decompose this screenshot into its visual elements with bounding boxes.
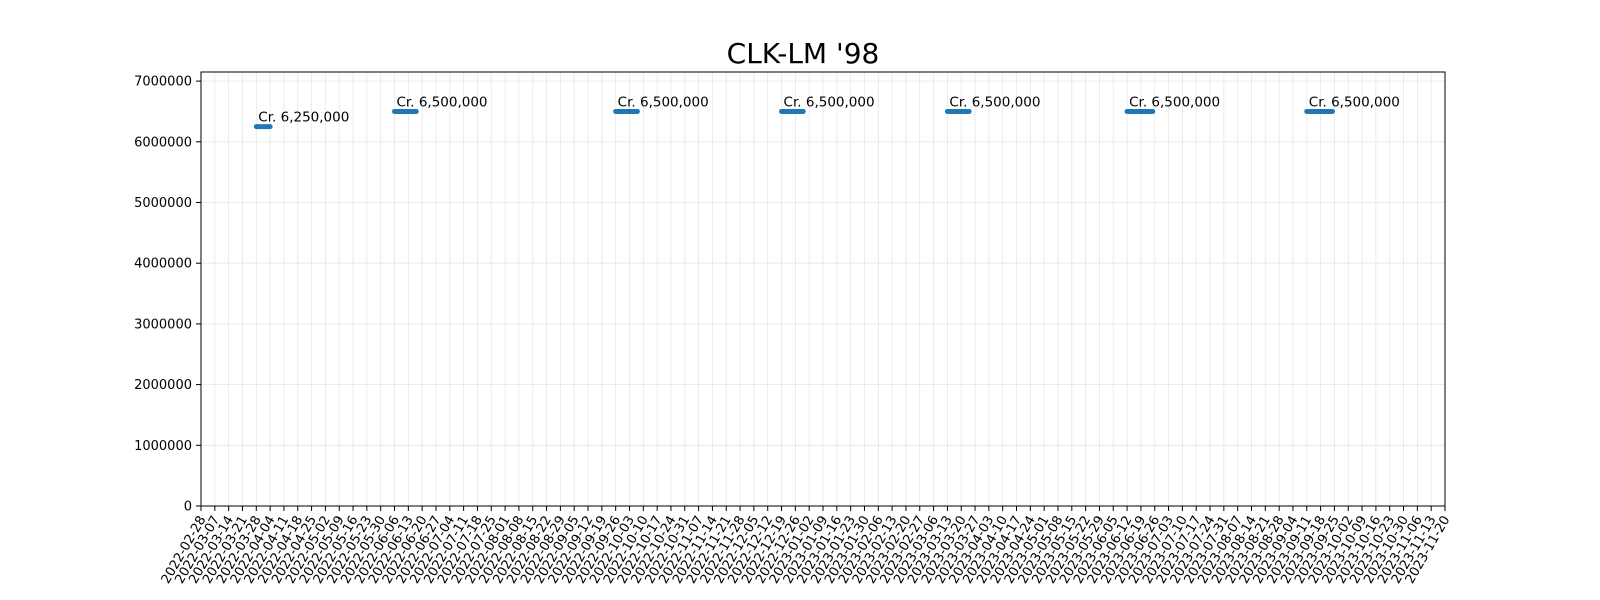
segment-label: Cr. 6,500,000	[784, 94, 875, 110]
grid-layer	[200, 72, 1446, 507]
segment-label: Cr. 6,250,000	[258, 110, 349, 126]
segment-label: Cr. 6,500,000	[949, 94, 1040, 110]
segment-label: Cr. 6,500,000	[1129, 94, 1220, 110]
series-layer	[253, 108, 1335, 130]
axes-layer: 0 1000000 2000000 3000000 4000000 5000000 6000…	[134, 71, 1453, 586]
annotation-layer: Cr. 6,250,000 Cr. 6,500,000 Cr. 6,500,000 C…	[258, 94, 1400, 125]
segment-label: Cr. 6,500,000	[1309, 94, 1400, 110]
chart-title: CLK-LM '98	[727, 37, 880, 70]
y-tick-label: 2000000	[134, 378, 192, 393]
y-tick-label: 6000000	[134, 135, 192, 150]
segment-label: Cr. 6,500,000	[618, 94, 709, 110]
segment-label: Cr. 6,500,000	[397, 94, 488, 110]
y-tick-label: 5000000	[134, 196, 192, 211]
y-tick-label: 4000000	[134, 257, 192, 272]
y-tick-label: 1000000	[134, 439, 192, 454]
y-tick-label: 0	[184, 500, 192, 515]
y-tick-label: 7000000	[134, 75, 192, 90]
y-tick-label: 3000000	[134, 317, 192, 332]
